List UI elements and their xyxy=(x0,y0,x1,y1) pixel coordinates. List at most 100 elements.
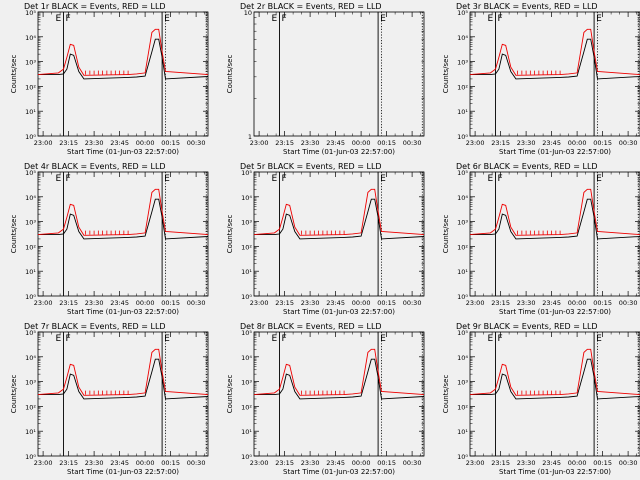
x-tick-label: 23:30 xyxy=(517,299,536,307)
marker-letter: E xyxy=(488,14,494,24)
x-axis-label: Start Time (01-Jun-03 22:57:00) xyxy=(283,468,395,476)
y-tick-label: 10³ xyxy=(241,219,252,227)
x-tick-label: 23:30 xyxy=(517,459,536,467)
x-tick-label: 23:45 xyxy=(110,459,129,467)
x-axis-label: Start Time (01-Jun-03 22:57:00) xyxy=(67,308,179,316)
panel-title: Det 7r BLACK = Events, RED = LLD xyxy=(24,322,166,331)
x-tick-label: 00:00 xyxy=(352,139,371,147)
x-tick-label: 00:15 xyxy=(593,299,612,307)
x-axis-label: Start Time (01-Jun-03 22:57:00) xyxy=(499,468,611,476)
x-axis-label: Start Time (01-Jun-03 22:57:00) xyxy=(499,148,611,156)
y-tick-label: 10⁰ xyxy=(25,133,36,141)
marker-letter: F xyxy=(498,174,503,184)
x-tick-label: 00:00 xyxy=(136,459,155,467)
x-tick-label: 23:00 xyxy=(250,139,269,147)
y-tick-label: 10⁵ xyxy=(457,329,468,337)
x-tick-label: 23:00 xyxy=(250,299,269,307)
panel-3: Det 3r BLACK = Events, RED = LLD 10⁰ 10¹ 10… xyxy=(442,2,640,156)
y-tick-label: 10⁴ xyxy=(241,354,252,362)
x-tick-label: 00:15 xyxy=(377,299,396,307)
series-events-line xyxy=(470,198,640,240)
x-tick-label: 23:00 xyxy=(34,299,53,307)
series-events-line xyxy=(38,198,209,240)
marker-letter: E xyxy=(488,334,494,344)
x-tick-label: 00:30 xyxy=(619,139,638,147)
marker-letter: F xyxy=(282,14,287,24)
x-tick-label: 23:15 xyxy=(275,299,294,307)
marker-letter: F xyxy=(498,14,503,24)
marker-letter: E xyxy=(272,174,278,184)
x-axis-label: Start Time (01-Jun-03 22:57:00) xyxy=(67,468,179,476)
x-tick-label: 00:15 xyxy=(593,139,612,147)
y-axis-label: Counts/sec xyxy=(226,55,234,94)
x-tick-label: 23:45 xyxy=(542,459,561,467)
y-tick-label: 10¹ xyxy=(457,108,468,116)
series-lld-line xyxy=(37,28,209,76)
y-tick-label: 10² xyxy=(457,243,468,251)
x-tick-label: 23:15 xyxy=(275,139,294,147)
marker-letter: E xyxy=(56,174,62,184)
y-tick-label: 10² xyxy=(457,83,468,91)
axes-frame xyxy=(37,331,209,457)
x-tick-label: 23:30 xyxy=(517,139,536,147)
marker-letter: E xyxy=(596,14,602,24)
y-tick-label: 10⁴ xyxy=(25,354,36,362)
y-tick-label: 10⁰ xyxy=(457,293,468,301)
y-tick-label: 10⁴ xyxy=(457,194,468,202)
x-tick-label: 23:00 xyxy=(466,139,485,147)
x-tick-label: 00:15 xyxy=(161,299,180,307)
y-tick-label: 10¹ xyxy=(457,428,468,436)
y-tick-label: 10⁴ xyxy=(25,194,36,202)
y-tick-label: 10⁵ xyxy=(25,329,36,337)
x-tick-label: 00:30 xyxy=(403,139,422,147)
y-axis-label: Counts/sec xyxy=(226,215,234,254)
panel-4: Det 4r BLACK = Events, RED = LLD 10⁰ 10¹ 10… xyxy=(10,162,209,316)
y-axis-label: Counts/sec xyxy=(442,215,450,254)
series-lld-line xyxy=(37,348,209,396)
panel-1: Det 1r BLACK = Events, RED = LLD 10⁰ 10¹ 10… xyxy=(10,2,209,156)
y-tick-label: 10⁵ xyxy=(457,169,468,177)
axes-frame xyxy=(37,171,209,297)
x-tick-label: 00:30 xyxy=(187,299,206,307)
x-tick-label: 23:15 xyxy=(59,459,78,467)
x-tick-label: 23:45 xyxy=(326,299,345,307)
y-axis-label: Counts/sec xyxy=(442,375,450,414)
axes-frame xyxy=(37,11,209,137)
y-tick-label: 10³ xyxy=(457,59,468,67)
y-tick-label: 10¹ xyxy=(25,268,36,276)
series-lld-line xyxy=(37,188,209,236)
marker-letter: E xyxy=(164,14,170,24)
x-tick-label: 23:15 xyxy=(491,299,510,307)
y-tick-label: 10³ xyxy=(457,219,468,227)
y-tick-label: 10⁰ xyxy=(25,453,36,461)
x-tick-label: 23:45 xyxy=(326,139,345,147)
x-tick-label: 23:30 xyxy=(301,139,320,147)
x-tick-label: 23:15 xyxy=(491,459,510,467)
panel-title: Det 4r BLACK = Events, RED = LLD xyxy=(24,162,166,171)
x-tick-label: 00:00 xyxy=(352,459,371,467)
y-tick-label: 10⁵ xyxy=(241,329,252,337)
y-tick-label: 10⁵ xyxy=(25,9,36,17)
y-tick-label: 10² xyxy=(25,403,36,411)
series-events-line xyxy=(470,358,640,400)
y-tick-label: 10⁰ xyxy=(25,293,36,301)
y-tick-label: 10⁴ xyxy=(457,354,468,362)
marker-letter: E xyxy=(164,174,170,184)
series-lld-line xyxy=(469,348,640,396)
panel-title: Det 5r BLACK = Events, RED = LLD xyxy=(240,162,382,171)
y-tick-label: 10¹ xyxy=(241,428,252,436)
x-tick-label: 00:00 xyxy=(568,299,587,307)
y-tick-label: 10⁰ xyxy=(241,293,252,301)
x-axis-label: Start Time (01-Jun-03 22:57:00) xyxy=(283,308,395,316)
x-tick-label: 23:30 xyxy=(85,459,104,467)
panel-5: Det 5r BLACK = Events, RED = LLD 10⁰ 10¹ 10… xyxy=(226,162,425,316)
y-tick-label: 10⁵ xyxy=(25,169,36,177)
y-tick-label: 10¹ xyxy=(457,268,468,276)
y-axis-label: Counts/sec xyxy=(10,55,18,94)
x-tick-label: 23:00 xyxy=(34,139,53,147)
series-events-line xyxy=(470,38,640,80)
axes-frame xyxy=(253,331,425,457)
x-tick-label: 23:30 xyxy=(301,459,320,467)
x-tick-label: 23:30 xyxy=(85,139,104,147)
x-tick-label: 23:45 xyxy=(110,139,129,147)
